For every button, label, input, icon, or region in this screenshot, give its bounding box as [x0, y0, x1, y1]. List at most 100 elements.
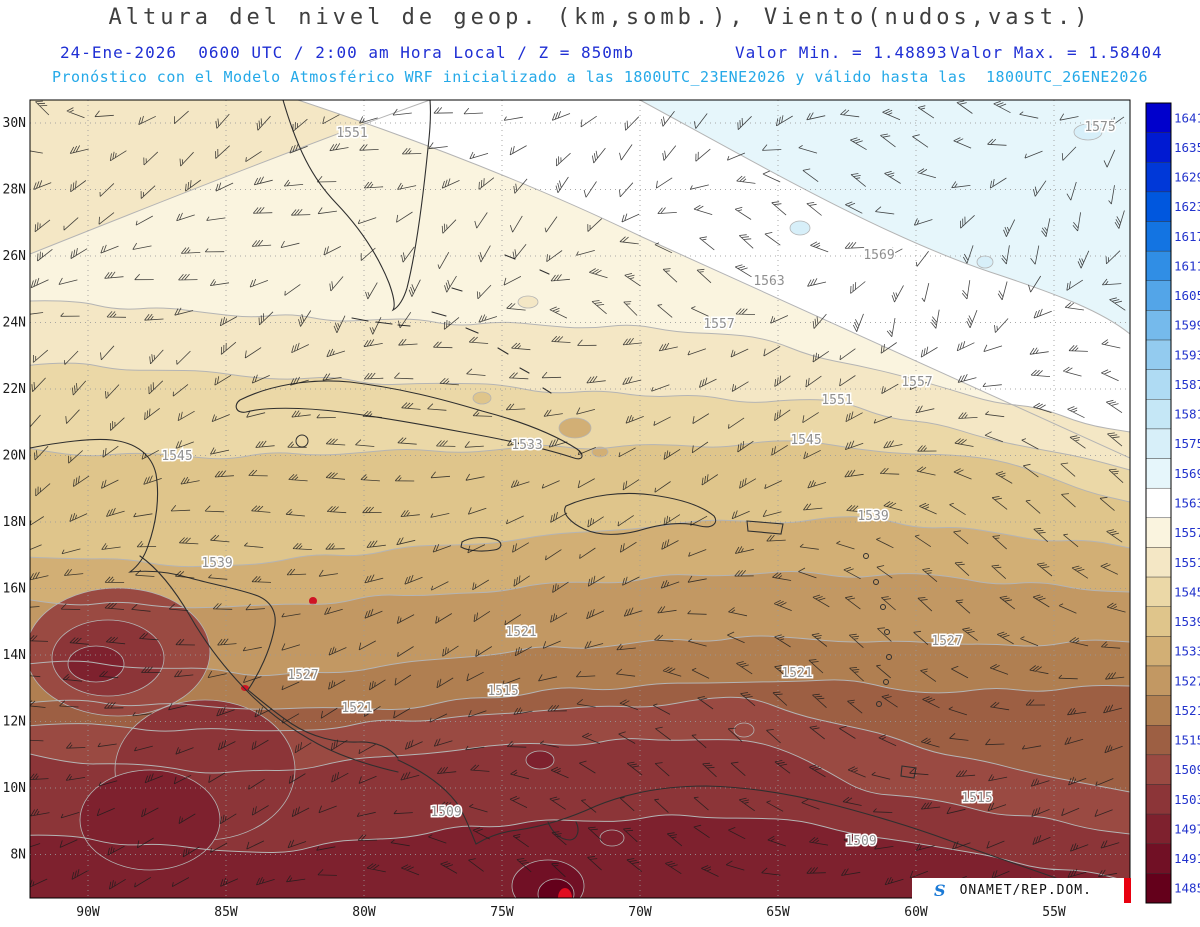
contour-label: 1515: [487, 684, 518, 699]
lat-label: 12N: [3, 715, 26, 730]
lon-label: 90W: [76, 905, 100, 920]
lat-label: 30N: [3, 116, 26, 131]
coastline-path: [30, 100, 1057, 879]
colorbar-label: 1629: [1174, 170, 1200, 185]
colorbar-label: 1521: [1174, 703, 1200, 718]
lon-label: 70W: [628, 905, 652, 920]
lat-label: 26N: [3, 249, 26, 264]
colorbar-cell: [1145, 547, 1172, 578]
colorbar-label: 1569: [1174, 466, 1200, 481]
colorbar-label: 1587: [1174, 377, 1200, 392]
colorbar-cell: [1145, 132, 1172, 163]
colorbar-label: 1605: [1174, 288, 1200, 303]
colorbar-label: 1539: [1174, 614, 1200, 629]
colorbar-cell: [1145, 784, 1172, 815]
valid-time-text: 24-Ene-2026 0600 UTC / 2:00 am Hora Loca…: [60, 43, 635, 62]
colorbar-cell: [1145, 665, 1172, 696]
colorbar-label: 1575: [1174, 436, 1200, 451]
colorbar-cell: [1145, 280, 1172, 311]
model-info-text: Pronóstico con el Modelo Atmosférico WRF…: [51, 68, 1149, 86]
watermark-red-bar: [1124, 878, 1131, 903]
onamet-watermark: S ONAMET/REP.DOM.: [912, 878, 1131, 903]
colorbar-cell: [1145, 695, 1172, 726]
lat-label: 24N: [3, 316, 26, 331]
lon-label: 85W: [214, 905, 238, 920]
contour-label: 1533: [511, 438, 542, 453]
contour-label: 1527: [931, 634, 962, 649]
colorbar-cell: [1145, 310, 1172, 341]
colorbar-cell: [1145, 221, 1172, 252]
colorbar-label: 1617: [1174, 229, 1200, 244]
onamet-logo-icon: S: [934, 881, 946, 900]
contour-labels: 1551 1575 1569 1563 1557 1557 1551 1545 1545 1539…: [160, 119, 1117, 851]
lat-label: 14N: [3, 648, 26, 663]
colorbar-cell: [1145, 517, 1172, 548]
colorbar-label: 1533: [1174, 644, 1200, 659]
colorbar-border: [1145, 102, 1172, 904]
colorbar-label: 1503: [1174, 792, 1200, 807]
colorbar-cell: [1145, 813, 1172, 844]
colorbar-label: 1563: [1174, 496, 1200, 511]
value-min-text: Valor Min. = 1.48893: [735, 43, 948, 62]
colorbar-cell: [1145, 369, 1172, 400]
contour-label: 1539: [857, 509, 888, 524]
lon-label: 80W: [352, 905, 376, 920]
coastlines: [30, 100, 1057, 879]
colorbar-label: 1599: [1174, 318, 1200, 333]
lon-label: 55W: [1042, 905, 1066, 920]
colorbar-cell: [1145, 102, 1172, 133]
contour-label: 1563: [753, 274, 784, 289]
contour-label: 1575: [1084, 120, 1115, 135]
chart-title: Altura del nivel de geop. (km,somb.), Vi…: [108, 5, 1092, 30]
latlon-grid: [30, 100, 1130, 898]
contour-label: 1509: [430, 805, 461, 820]
colorbar-cell: [1145, 339, 1172, 370]
colorbar-label: 1557: [1174, 525, 1200, 540]
colorbar-cell: [1145, 487, 1172, 519]
contour-lines: [30, 100, 1130, 883]
contour-label: 1551: [821, 393, 852, 408]
colorbar-cell: [1145, 636, 1172, 667]
colorbar-label: 1623: [1174, 199, 1200, 214]
colorbar-cell: [1145, 725, 1172, 756]
value-max-text: Valor Max. = 1.58404: [950, 43, 1163, 62]
colorbar-label: 1551: [1174, 555, 1200, 570]
lat-label: 10N: [3, 781, 26, 796]
contour-label: 1557: [901, 375, 932, 390]
colorbar-cell: [1145, 754, 1172, 785]
lon-label: 60W: [904, 905, 928, 920]
colorbar-label: 1515: [1174, 733, 1200, 748]
contour-label: 1569: [863, 248, 894, 263]
contour-label: 1545: [161, 449, 192, 464]
colorbar-cell: [1145, 250, 1172, 281]
colorbar-label: 1527: [1174, 673, 1200, 688]
contour-label: 1545: [790, 433, 821, 448]
lon-label: 75W: [490, 905, 514, 920]
contour-bands: [30, 100, 1130, 898]
lat-label: 20N: [3, 449, 26, 464]
contour-label: 1527: [287, 668, 318, 683]
colorbar-cell: [1145, 191, 1172, 222]
onamet-watermark-text: ONAMET/REP.DOM.: [959, 883, 1092, 898]
colorbar-label: 1509: [1174, 762, 1200, 777]
map-border: [29, 99, 1131, 899]
chart-subtitle-row: 24-Ene-2026 0600 UTC / 2:00 am Hora Loca…: [0, 43, 1200, 63]
colorbar-cell: [1145, 873, 1172, 904]
colorbar-label: 1593: [1174, 347, 1200, 362]
colorbar-label: 1497: [1174, 821, 1200, 836]
lat-label: 22N: [3, 382, 26, 397]
colorbar-label: 1485: [1174, 881, 1200, 896]
colorbar-cell: [1145, 399, 1172, 430]
colorbar-cell: [1145, 162, 1172, 193]
contour-label: 1521: [781, 666, 812, 681]
contour-label: 1521: [341, 701, 372, 716]
contour-label: 1521: [505, 625, 536, 640]
lat-label: 16N: [3, 582, 26, 597]
contour-label: 1539: [201, 556, 232, 571]
